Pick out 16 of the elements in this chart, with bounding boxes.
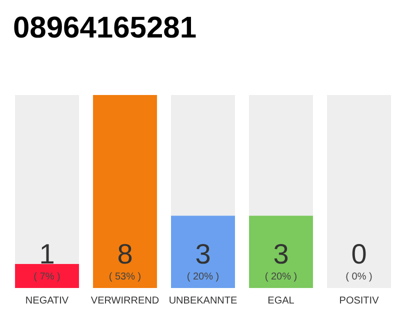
x-tick-label: POSITIV (339, 296, 380, 306)
x-tick-label: NEGATIV (25, 296, 69, 306)
annotation: ( 53% ) (108, 272, 142, 282)
x-tick-label: EGAL (268, 296, 295, 306)
annotation: ( 7% ) (34, 272, 60, 282)
x-tick-label: UNBEKANNTE (168, 296, 238, 306)
data-label: 8 (117, 238, 133, 270)
data-label: 1 (39, 238, 55, 270)
annotation: ( 20% ) (264, 272, 298, 282)
data-label: 0 (351, 238, 367, 270)
annotation: ( 20% ) (186, 272, 220, 282)
chart-title: 08964165281 (13, 12, 197, 44)
x-tick-label: VERWIRREND (90, 296, 160, 306)
data-label: 3 (273, 238, 289, 270)
data-label: 3 (195, 238, 211, 270)
annotation: ( 0% ) (346, 272, 372, 282)
